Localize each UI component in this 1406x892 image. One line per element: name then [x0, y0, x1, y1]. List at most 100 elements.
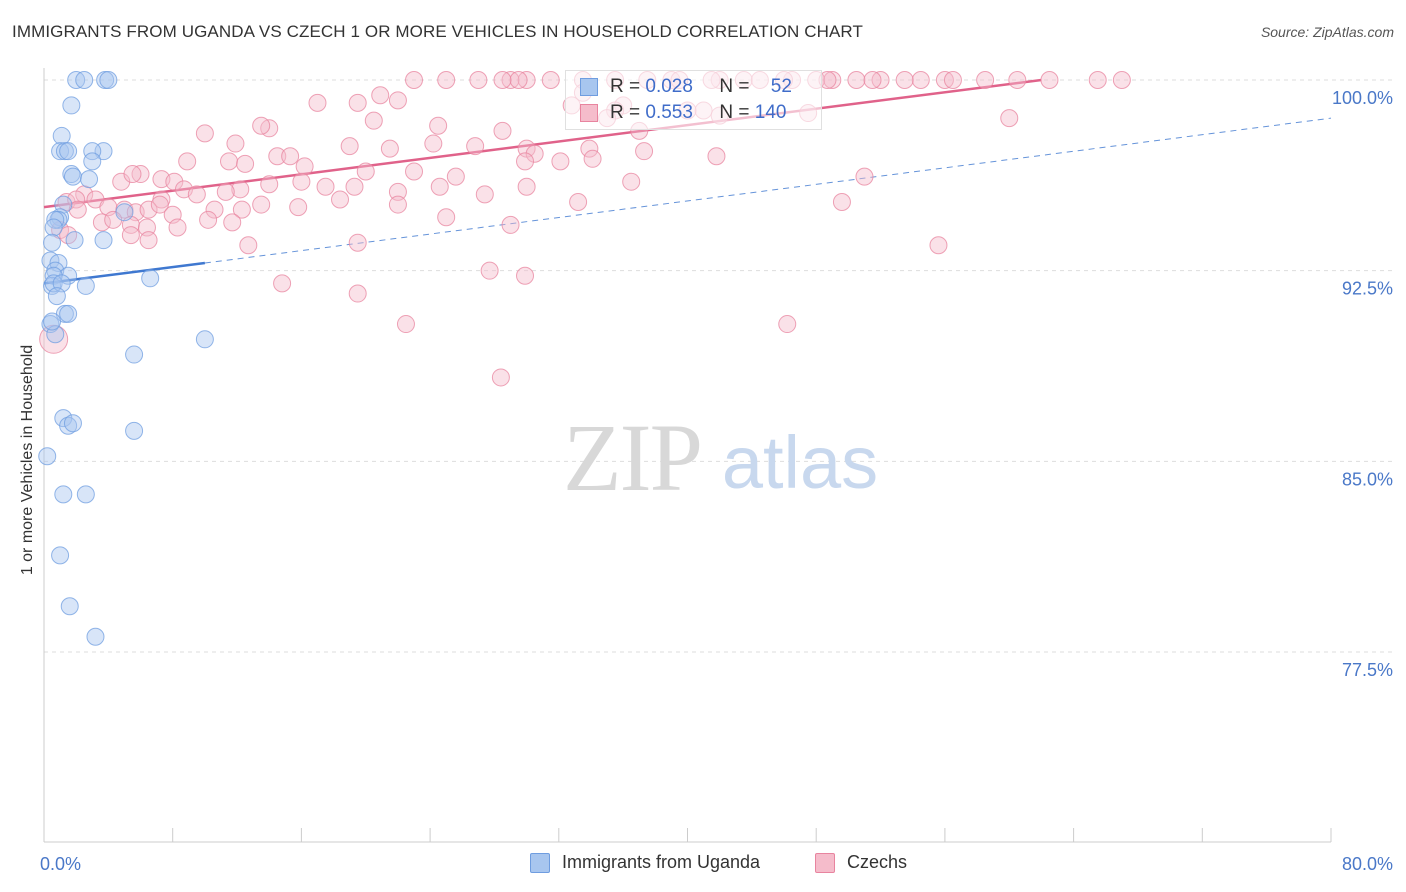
bottom-legend: Immigrants from Uganda Czechs [0, 852, 1406, 876]
legend-r-value: 0.553 [645, 102, 693, 123]
czech-point [480, 261, 499, 280]
bottom-legend-uganda[interactable]: Immigrants from Uganda [530, 852, 760, 873]
czech-point [165, 172, 184, 191]
bottom-legend-czechs[interactable]: Czechs [815, 852, 907, 873]
czech-point [226, 134, 245, 153]
czech-point [356, 162, 375, 181]
uganda-point [83, 142, 102, 161]
legend-n-value: 140 [754, 102, 787, 123]
uganda-point [195, 330, 214, 349]
czech-point [348, 93, 367, 112]
czech-point [199, 210, 218, 229]
chart-title: IMMIGRANTS FROM UGANDA VS CZECH 1 OR MOR… [12, 22, 863, 41]
legend-swatch-pink [580, 104, 598, 122]
czech-point [236, 154, 255, 173]
source-label: Source: ZipAtlas.com [1260, 24, 1394, 40]
x-tick-label-right: 80.0% [1342, 854, 1393, 874]
czech-point [252, 116, 271, 135]
uganda-point [47, 287, 66, 306]
czech-point [289, 198, 308, 217]
czech-point [345, 177, 364, 196]
uganda-point [52, 126, 71, 145]
bottom-legend-swatch-blue [530, 852, 550, 873]
czech-point [832, 193, 851, 212]
uganda-point [63, 414, 82, 433]
czech-point [430, 177, 449, 196]
czech-point [273, 274, 292, 293]
y-tick-label: 85.0% [1342, 469, 1393, 489]
stats-legend: R = 0.028 N = 52 R = 0.553 N = 140 [565, 70, 822, 130]
czech-point [92, 213, 111, 232]
czech-point [551, 152, 570, 171]
uganda-point [43, 233, 62, 252]
uganda-point [83, 152, 102, 171]
czech-point [388, 91, 407, 110]
czech-point [371, 86, 390, 105]
czech-point [429, 116, 448, 135]
legend-n-label: N = [719, 102, 755, 123]
czech-point [195, 124, 214, 143]
legend-swatch-blue [580, 78, 598, 96]
czech-point [976, 71, 995, 89]
czech-point [405, 162, 424, 181]
czech-point [1008, 71, 1027, 89]
bottom-legend-label: Immigrants from Uganda [562, 852, 761, 872]
uganda-point [51, 546, 70, 565]
czech-point [493, 121, 512, 140]
uganda-point [59, 142, 78, 161]
czech-point [493, 71, 512, 89]
uganda-point [94, 231, 113, 250]
czech-point [929, 236, 948, 255]
czech-point [295, 157, 314, 176]
czech-point [895, 71, 914, 89]
czech-point [1040, 71, 1059, 89]
uganda-point [60, 597, 79, 616]
uganda-point [80, 170, 99, 189]
uganda-point [141, 269, 160, 288]
uganda-point [65, 231, 84, 250]
uganda-point [75, 71, 94, 89]
watermark-atlas: atlas [722, 421, 878, 504]
czech-point [281, 147, 300, 166]
czech-point [863, 71, 882, 89]
uganda-point [59, 416, 78, 435]
uganda-point [43, 312, 62, 331]
czech-point [220, 152, 239, 171]
uganda-trend-line [43, 261, 206, 285]
czech-trend-line [43, 78, 1042, 209]
czech-point [778, 315, 797, 334]
uganda-point [59, 266, 78, 285]
czech-point [388, 182, 407, 201]
czech-point [205, 200, 224, 219]
uganda-point [63, 167, 82, 186]
uganda-point [125, 345, 144, 364]
czech-point [424, 134, 443, 153]
uganda-point [59, 304, 78, 323]
czech-point [232, 200, 251, 219]
y-tick-label: 77.5% [1342, 660, 1393, 680]
x-tick-label-left: 0.0% [40, 854, 81, 874]
legend-r-label: R = [610, 102, 646, 123]
czech-point [168, 218, 187, 237]
czech-point [187, 185, 206, 204]
legend-n-value: 52 [770, 76, 792, 97]
czech-point [517, 177, 536, 196]
czech-point [1000, 109, 1019, 128]
legend-r-label: R = [610, 76, 646, 97]
czech-point [823, 71, 842, 89]
czech-point [516, 152, 535, 171]
czech-point [707, 147, 726, 166]
czech-point [292, 172, 311, 191]
czech-point [622, 172, 641, 191]
czech-point [150, 195, 169, 214]
czech-point [139, 231, 158, 250]
czech-point [583, 149, 602, 168]
y-tick-label: 92.5% [1342, 279, 1393, 299]
uganda-point [86, 627, 105, 646]
uganda-trend-extension [204, 117, 1332, 264]
czech-point [437, 208, 456, 227]
czech-point [68, 200, 87, 219]
czech-point [509, 71, 528, 89]
uganda-point [115, 203, 134, 222]
czech-point [1112, 71, 1131, 89]
